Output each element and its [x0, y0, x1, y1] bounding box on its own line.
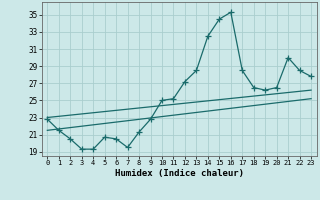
X-axis label: Humidex (Indice chaleur): Humidex (Indice chaleur): [115, 169, 244, 178]
